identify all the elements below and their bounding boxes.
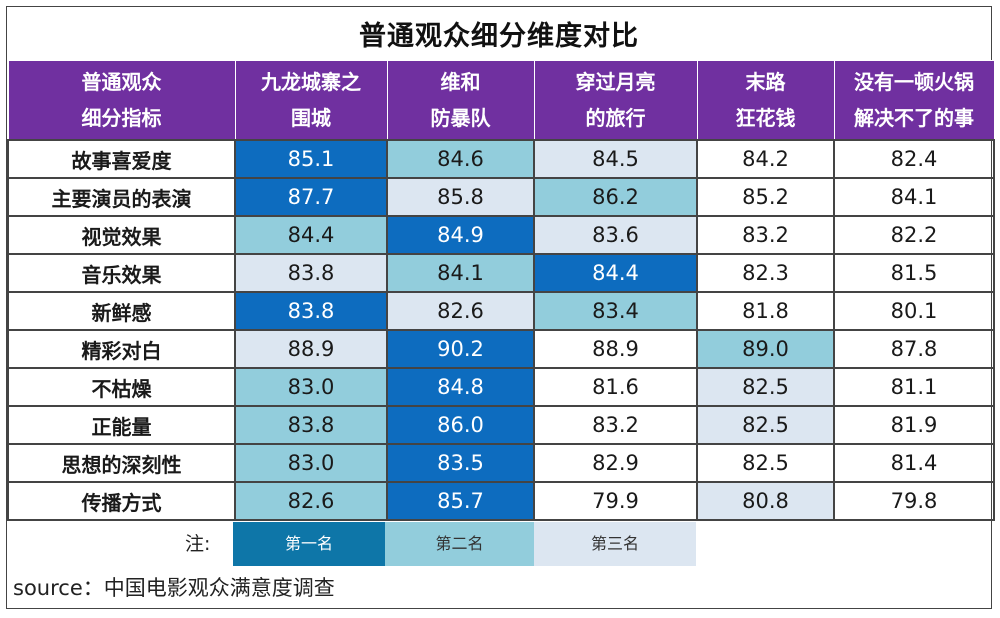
score-cell: 84.4	[234, 215, 388, 255]
score-cell: 85.8	[386, 177, 535, 217]
score-cell: 89.0	[696, 329, 835, 369]
legend-third-place: 第三名	[534, 522, 696, 566]
table-row: 主要演员的表演 87.7 85.8 86.2 85.2 84.1	[7, 177, 995, 217]
row-label: 音乐效果	[7, 253, 236, 293]
row-label: 精彩对白	[7, 329, 236, 369]
score-cell: 83.2	[696, 215, 835, 255]
score-cell: 88.9	[533, 329, 698, 369]
score-cell: 81.5	[833, 253, 995, 293]
score-cell: 82.5	[696, 367, 835, 407]
chart-frame: 普通观众细分维度对比 普通观众 细分指标 九龙城寨之 围城 维和 防暴队 穿过月…	[6, 6, 995, 609]
row-label: 思想的深刻性	[7, 443, 236, 483]
header-movie-5: 没有一顿火锅 解决不了的事	[833, 60, 995, 141]
chart-title: 普通观众细分维度对比	[359, 20, 639, 52]
row-label: 视觉效果	[7, 215, 236, 255]
table-row: 思想的深刻性 83.0 83.5 82.9 82.5 81.4	[7, 443, 995, 483]
score-cell: 82.9	[533, 443, 698, 483]
header-movie-3: 穿过月亮 的旅行	[533, 60, 698, 141]
score-cell: 83.0	[234, 443, 388, 483]
score-cell: 86.2	[533, 177, 698, 217]
row-label: 正能量	[7, 405, 236, 445]
row-label: 主要演员的表演	[7, 177, 236, 217]
score-cell: 83.8	[234, 405, 388, 445]
score-cell: 83.5	[386, 443, 535, 483]
score-cell: 85.7	[386, 481, 535, 521]
score-cell: 88.9	[234, 329, 388, 369]
score-cell: 81.9	[833, 405, 995, 445]
score-cell: 82.4	[833, 139, 995, 179]
score-cell: 84.4	[533, 253, 698, 293]
score-cell: 85.1	[234, 139, 388, 179]
table-row: 传播方式 82.6 85.7 79.9 80.8 79.8	[7, 481, 995, 521]
legend-first-place: 第一名	[233, 522, 385, 566]
score-cell: 84.1	[386, 253, 535, 293]
source-note: source：中国电影观众满意度调查	[13, 576, 335, 600]
score-cell: 83.0	[234, 367, 388, 407]
legend-second-place: 第二名	[385, 522, 534, 566]
score-cell: 82.6	[234, 481, 388, 521]
score-cell: 83.8	[234, 291, 388, 331]
score-cell: 82.5	[696, 405, 835, 445]
header-row: 普通观众 细分指标 九龙城寨之 围城 维和 防暴队 穿过月亮 的旅行 末路 狂花…	[7, 60, 995, 141]
score-cell: 83.4	[533, 291, 698, 331]
table-row: 不枯燥 83.0 84.8 81.6 82.5 81.1	[7, 367, 995, 407]
score-cell: 82.6	[386, 291, 535, 331]
table-row: 新鲜感 83.8 82.6 83.4 81.8 80.1	[7, 291, 995, 331]
score-cell: 83.2	[533, 405, 698, 445]
score-cell: 81.6	[533, 367, 698, 407]
header-movie-4: 末路 狂花钱	[696, 60, 835, 141]
score-cell: 87.8	[833, 329, 995, 369]
score-cell: 82.3	[696, 253, 835, 293]
row-label: 新鲜感	[7, 291, 236, 331]
score-cell: 84.2	[696, 139, 835, 179]
score-cell: 83.8	[234, 253, 388, 293]
score-cell: 87.7	[234, 177, 388, 217]
score-cell: 85.2	[696, 177, 835, 217]
score-cell: 82.2	[833, 215, 995, 255]
score-cell: 79.8	[833, 481, 995, 521]
score-cell: 90.2	[386, 329, 535, 369]
table-row: 故事喜爱度 85.1 84.6 84.5 84.2 82.4	[7, 139, 995, 179]
table-row: 视觉效果 84.4 84.9 83.6 83.2 82.2	[7, 215, 995, 255]
row-label: 故事喜爱度	[7, 139, 236, 179]
table-body: 故事喜爱度 85.1 84.6 84.5 84.2 82.4 主要演员的表演 87.7 85.8…	[7, 139, 995, 521]
score-cell: 81.8	[696, 291, 835, 331]
score-cell: 80.8	[696, 481, 835, 521]
score-cell: 80.1	[833, 291, 995, 331]
score-cell: 79.9	[533, 481, 698, 521]
score-cell: 84.1	[833, 177, 995, 217]
score-cell: 86.0	[386, 405, 535, 445]
legend-label: 注:	[185, 533, 211, 555]
row-label: 传播方式	[7, 481, 236, 521]
score-cell: 81.4	[833, 443, 995, 483]
score-cell: 83.6	[533, 215, 698, 255]
score-cell: 84.8	[386, 367, 535, 407]
score-cell: 81.1	[833, 367, 995, 407]
rank-legend: 注: 第一名 第二名 第三名	[7, 522, 993, 566]
score-cell: 84.6	[386, 139, 535, 179]
score-cell: 84.9	[386, 215, 535, 255]
score-cell: 82.5	[696, 443, 835, 483]
comparison-table: 普通观众 细分指标 九龙城寨之 围城 维和 防暴队 穿过月亮 的旅行 末路 狂花…	[7, 60, 995, 521]
row-label: 不枯燥	[7, 367, 236, 407]
table-row: 音乐效果 83.8 84.1 84.4 82.3 81.5	[7, 253, 995, 293]
header-movie-2: 维和 防暴队	[386, 60, 535, 141]
table-row: 正能量 83.8 86.0 83.2 82.5 81.9	[7, 405, 995, 445]
header-metric: 普通观众 细分指标	[7, 60, 236, 141]
header-movie-1: 九龙城寨之 围城	[234, 60, 388, 141]
table-row: 精彩对白 88.9 90.2 88.9 89.0 87.8	[7, 329, 995, 369]
score-cell: 84.5	[533, 139, 698, 179]
